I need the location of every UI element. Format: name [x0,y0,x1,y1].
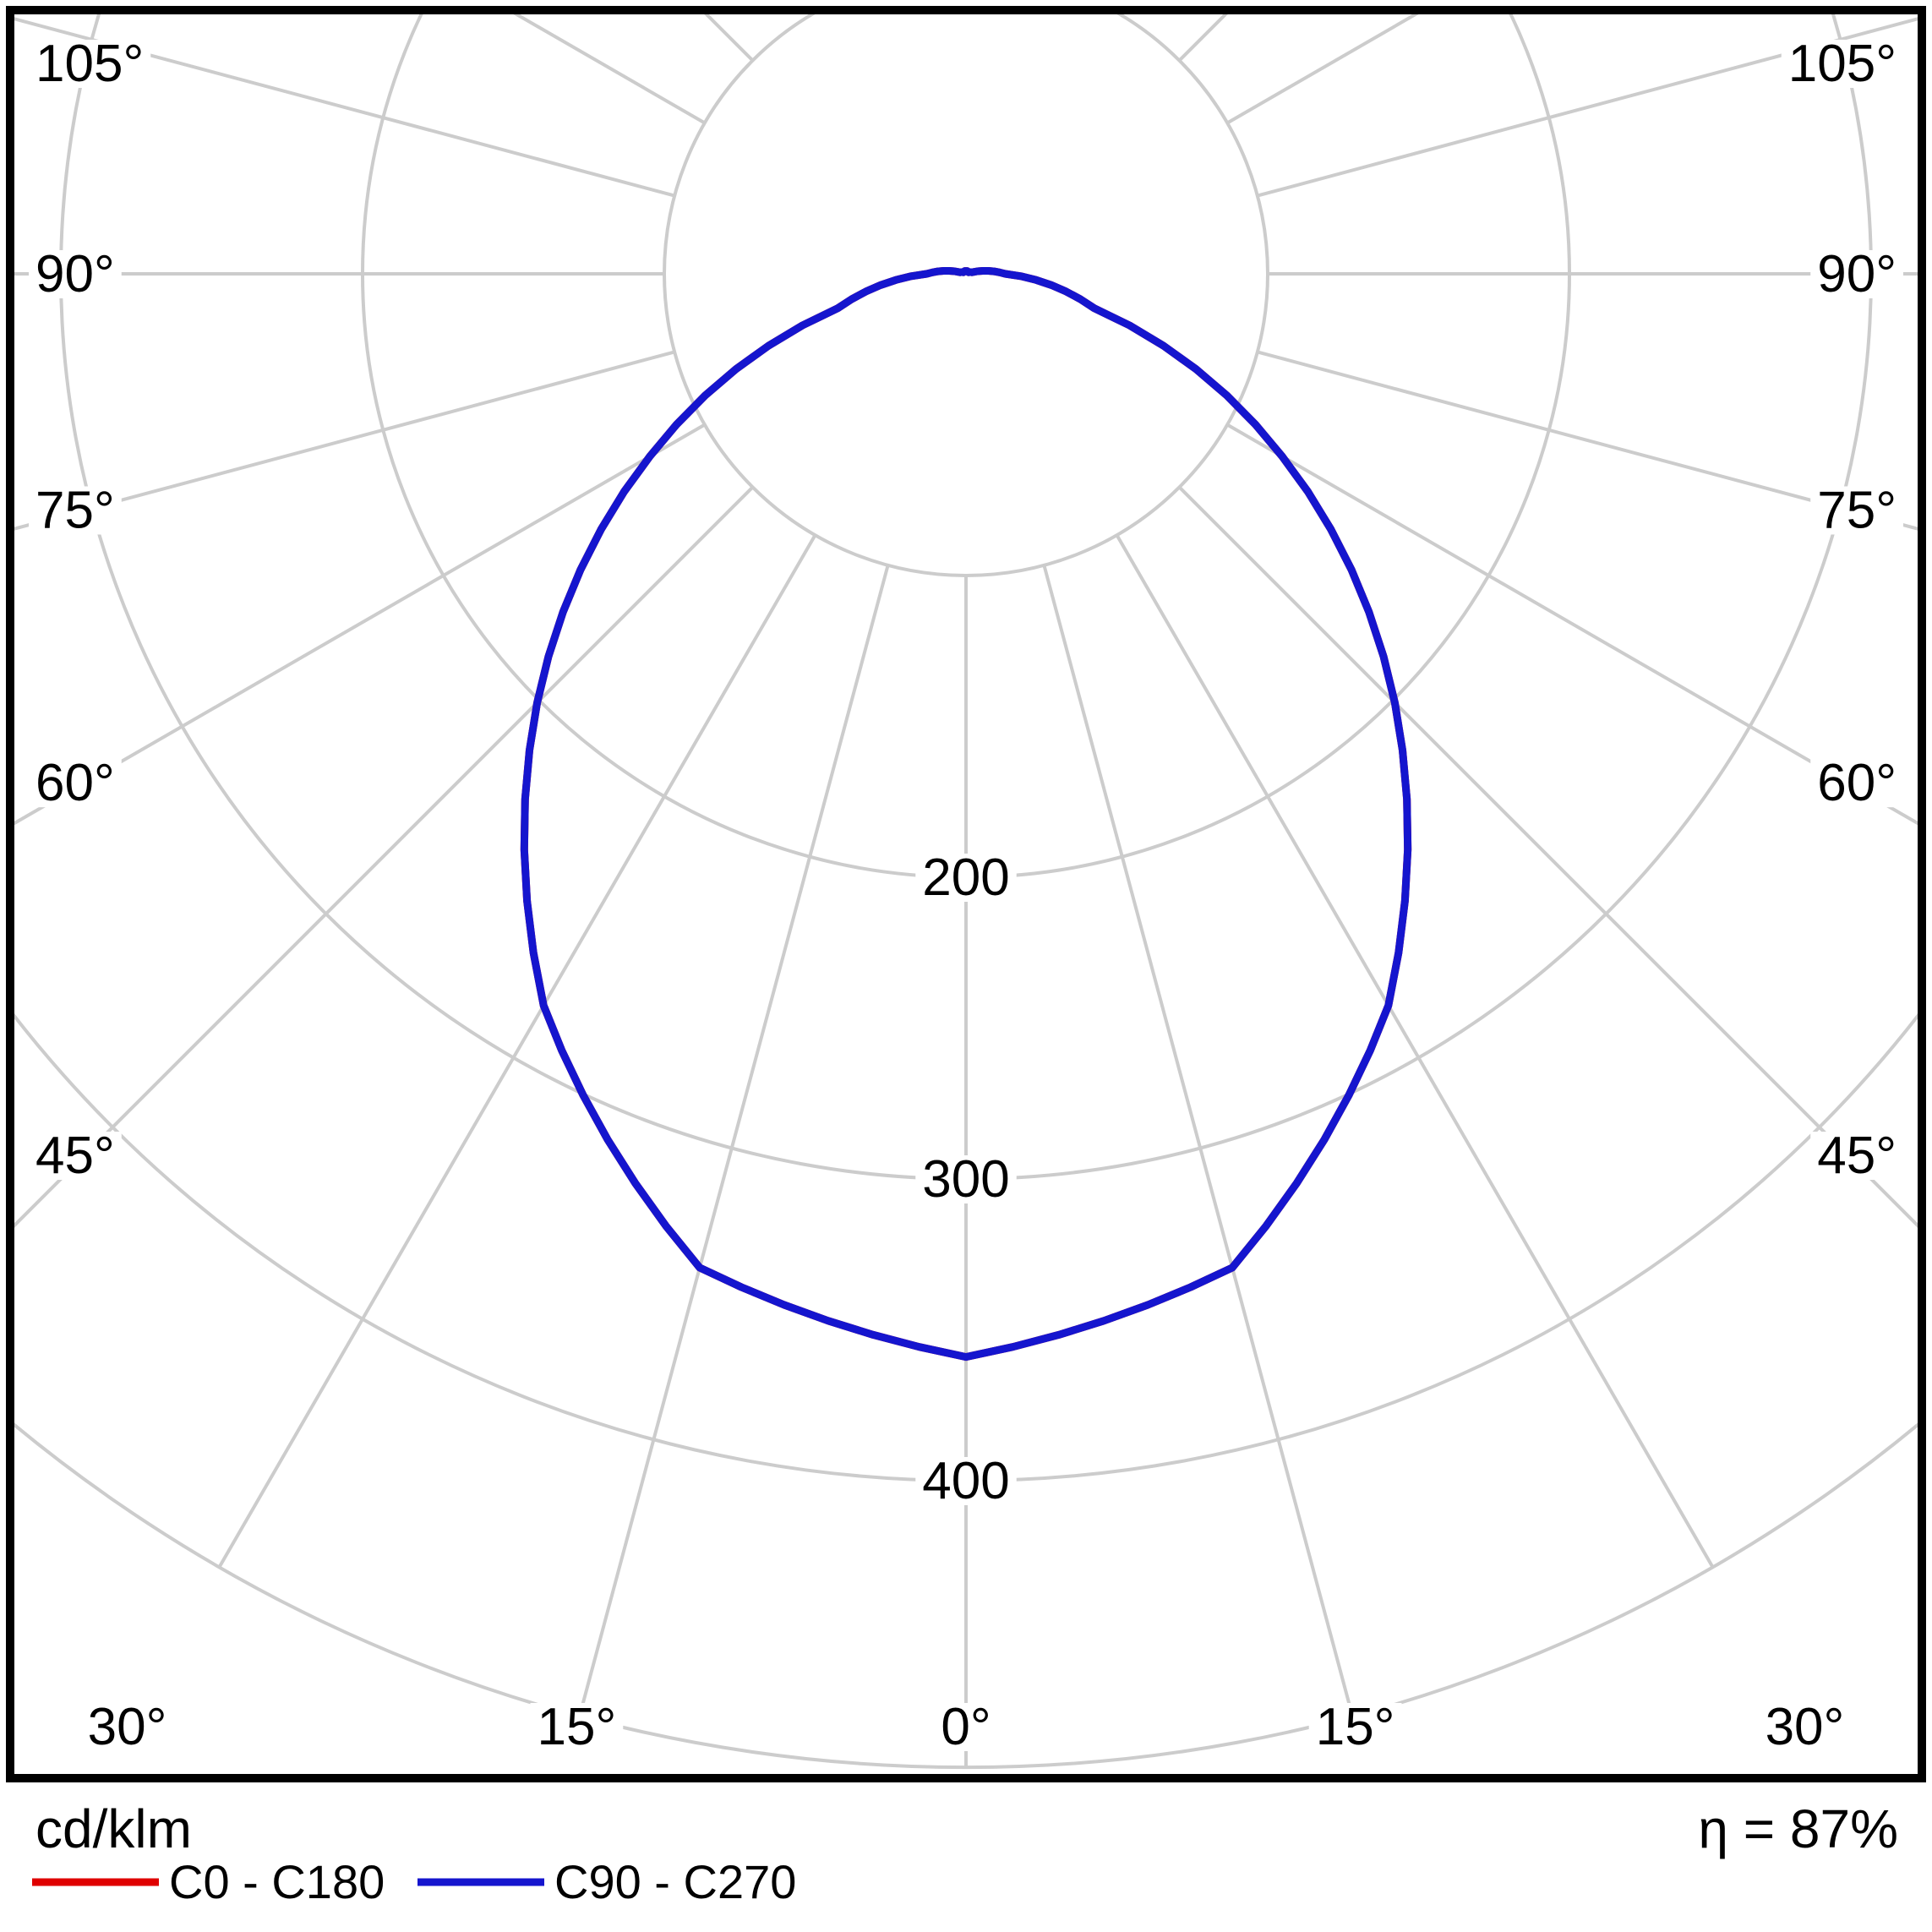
curve-c90-c270 [520,267,1412,1362]
angle-label-bottom-left-0-bg [934,1703,998,1751]
angle-label-right-45-group: 45° [1810,1127,1903,1185]
spoke-right-120 [1226,14,1419,125]
angle-label-right-60: 60° [1817,754,1897,812]
angle-label-bottom-left-0: 0° [941,1698,991,1756]
angle-label-right-45: 45° [1817,1127,1897,1185]
angle-label-left-105-group: 105° [29,35,151,93]
angle-label-right-75-bg [1810,486,1903,535]
angle-label-right-90: 90° [1817,245,1897,303]
unit-label: cd/klm [35,1798,192,1859]
spoke-right-60 [1226,423,1918,826]
ring-label-200-bg [915,854,1017,902]
angle-label-left-45-bg [29,1132,122,1180]
spoke-right-15 [1042,565,1355,1717]
ring-label-200: 200 [922,849,1009,907]
angle-label-left-90-bg [29,250,122,298]
angle-label-bottom-left-30-group: 30° [80,1698,174,1756]
angle-label-right-45-bg [1810,1132,1903,1180]
angle-label-right-75-group: 75° [1810,481,1903,539]
angle-label-left-45-group: 45° [29,1127,122,1185]
efficiency-label: η = 87% [1698,1798,1898,1859]
angle-label-left-90: 90° [35,245,115,303]
spoke-left-60 [14,423,706,826]
angle-label-right-105-bg [1781,40,1903,88]
ring-label-300: 300 [922,1150,1009,1209]
angle-label-bottom-left-30: 30° [88,1698,167,1756]
chart-footer: cd/klm C0 - C180 C90 - C270 η = 87% [32,1798,1898,1908]
angle-label-left-75-group: 75° [29,481,122,539]
angle-label-right-105: 105° [1788,35,1897,93]
angle-label-bottom-right-30-group: 30° [1758,1698,1852,1756]
ring-label-300-bg [915,1155,1017,1203]
angle-label-bottom-right-15-bg [1308,1703,1402,1751]
intensity-curves [520,267,1412,1362]
angle-label-left-75: 75° [35,481,115,539]
spoke-left-45 [14,486,754,1228]
angle-label-right-105-group: 105° [1781,35,1903,93]
angle-label-left-45: 45° [35,1127,115,1185]
legend-label-c0-c180: C0 - C180 [169,1855,385,1908]
ring-label-400-bg [915,1457,1017,1505]
ring-label-400-group: 400 [915,1452,1017,1510]
angle-label-left-105: 105° [35,35,144,93]
angle-label-bottom-right-30-bg [1758,1703,1852,1751]
angle-label-bottom-left-15-group: 15° [530,1698,624,1756]
angle-label-left-75-bg [29,486,122,535]
legend-label-c90-c270: C90 - C270 [554,1855,796,1908]
spoke-right-45 [1178,486,1918,1228]
angle-label-bottom-left-15-bg [530,1703,624,1751]
spoke-right-30 [1115,534,1715,1569]
angle-label-bottom-left-0-group: 0° [934,1698,998,1756]
angle-label-right-60-bg [1810,759,1903,808]
angle-label-left-60: 60° [35,754,115,812]
ring-label-200-group: 200 [915,849,1017,907]
angle-label-right-90-group: 90° [1810,245,1903,303]
ring-label-300-group: 300 [915,1150,1017,1209]
angle-label-left-60-group: 60° [29,754,122,812]
chart-frame [6,6,1926,1782]
angle-label-left-60-bg [29,759,122,808]
angle-label-left-105-bg [29,40,151,88]
angle-label-bottom-right-15: 15° [1316,1698,1395,1756]
angle-label-right-60-group: 60° [1810,754,1903,812]
angle-label-bottom-right-15-group: 15° [1308,1698,1402,1756]
spoke-left-15 [577,565,890,1717]
angle-label-left-90-group: 90° [29,245,122,303]
angle-label-right-90-bg [1810,250,1903,298]
angle-label-bottom-right-30: 30° [1766,1698,1845,1756]
ring-label-400: 400 [922,1452,1009,1510]
spoke-left-120 [513,14,706,125]
spoke-left-30 [217,534,817,1569]
angle-label-bottom-left-30-bg [80,1703,174,1751]
angle-label-right-75: 75° [1817,481,1897,539]
grid-labels: 200 300 400 0° 15° 15° 30° 30° 45° 45° 60° 60° 75° 75… [29,35,1903,1756]
angle-label-bottom-left-15: 15° [538,1698,617,1756]
